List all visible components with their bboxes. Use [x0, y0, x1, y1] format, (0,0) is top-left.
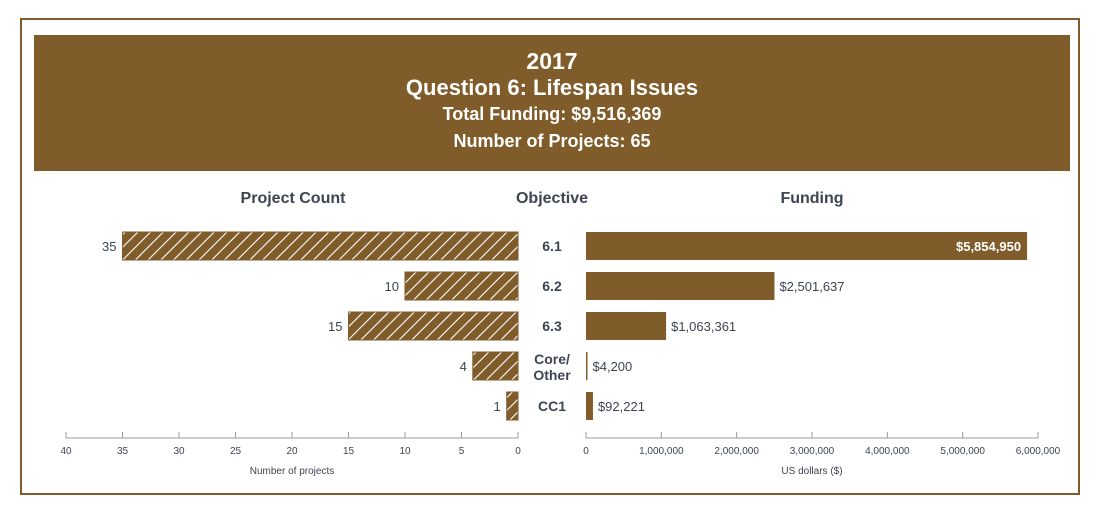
project-count-tick-label: 20: [286, 446, 298, 457]
objective-label: Core/: [534, 351, 570, 367]
project-count-tick-label: 25: [230, 446, 242, 457]
funding-tick-label: 6,000,000: [1016, 446, 1061, 457]
funding-bar: [586, 392, 593, 420]
project-count-tick-label: 15: [343, 446, 355, 457]
funding-label: $1,063,361: [671, 319, 736, 334]
header-year: 2017: [526, 48, 578, 74]
objective-heading: Objective: [515, 190, 589, 207]
project-count-bar: [348, 311, 519, 341]
funding-bar: [586, 272, 775, 300]
funding-tick-label: 5,000,000: [940, 446, 985, 457]
funding-label: $92,221: [598, 399, 645, 414]
funding-label: $5,854,950: [956, 239, 1021, 254]
project-count-tick-label: 30: [173, 446, 185, 457]
project-count-axis-title: Number of projects: [250, 466, 334, 477]
project-count-tick-label: 0: [515, 446, 521, 457]
funding-bar: [586, 232, 1028, 260]
funding-heading: Funding: [780, 190, 844, 207]
funding-label: $4,200: [593, 359, 633, 374]
funding-tick-label: 1,000,000: [639, 446, 684, 457]
project-count-heading: Project Count: [240, 190, 346, 207]
project-count-bar: [472, 351, 519, 381]
objective-label: 6.1: [542, 238, 562, 254]
project-count-tick-label: 35: [117, 446, 129, 457]
project-count-bar: [506, 391, 519, 421]
objective-label: 6.2: [542, 278, 562, 294]
funding-bar: [586, 312, 667, 340]
funding-tick-label: 4,000,000: [865, 446, 910, 457]
project-count-label: 1: [493, 399, 500, 414]
header-title: Question 6: Lifespan Issues: [405, 75, 699, 100]
project-count-bar: [122, 231, 519, 261]
project-count-tick-label: 5: [459, 446, 465, 457]
funding-tick-label: 3,000,000: [790, 446, 835, 457]
objective-label: Other: [533, 367, 571, 383]
project-count-bar: [404, 271, 519, 301]
funding-label: $2,501,637: [779, 279, 844, 294]
funding-tick-label: 2,000,000: [714, 446, 759, 457]
project-count-tick-label: 40: [60, 446, 72, 457]
header-banner: 2017 Question 6: Lifespan Issues Total F…: [34, 35, 1070, 171]
funding-axis-title: US dollars ($): [781, 466, 842, 477]
project-count-label: 4: [460, 359, 467, 374]
objective-label: 6.3: [542, 318, 562, 334]
objective-label: CC1: [538, 398, 566, 414]
project-count-label: 15: [328, 319, 342, 334]
funding-tick-label: 0: [583, 446, 589, 457]
header-num-projects: Number of Projects: 65: [453, 131, 651, 151]
funding-bar: [586, 352, 588, 380]
project-count-label: 35: [102, 239, 116, 254]
chart-frame: [20, 18, 1080, 495]
project-count-tick-label: 10: [399, 446, 411, 457]
header-total-funding: Total Funding: $9,516,369: [442, 104, 662, 124]
project-count-label: 10: [385, 279, 399, 294]
